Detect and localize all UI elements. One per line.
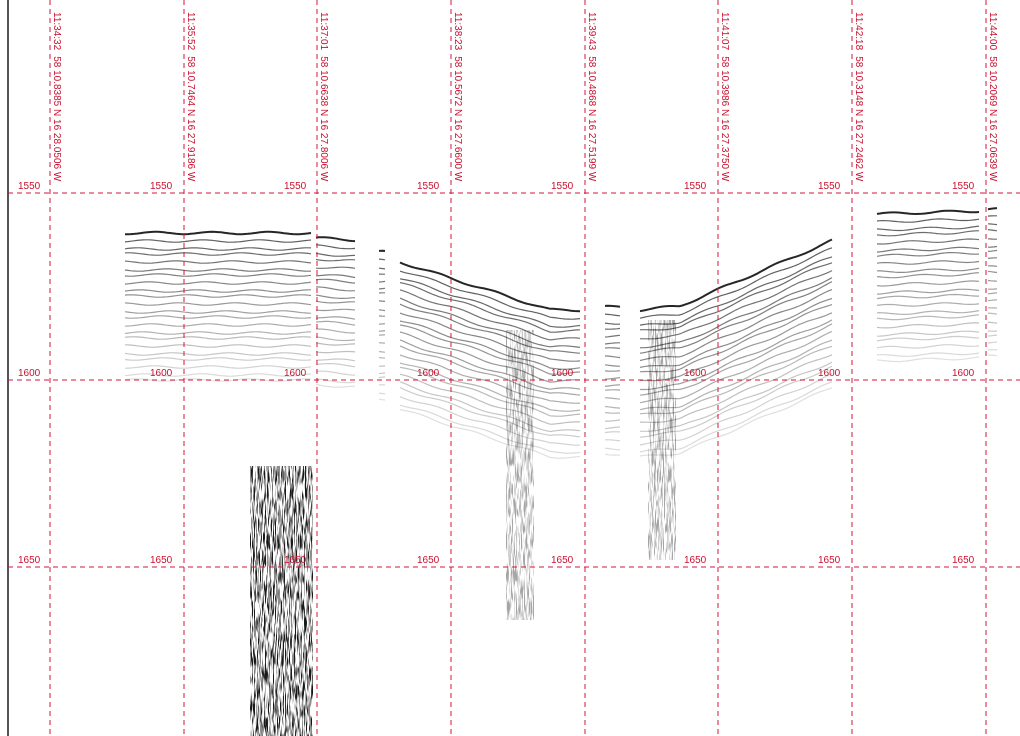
marker-position: 58 10.2069 N 16 27.0639 W — [987, 56, 998, 182]
reflector — [379, 281, 385, 282]
marker-position: 58 10.4868 N 16 27.5199 W — [586, 56, 597, 182]
marker-label: 11:35:52 58 10.7464 N 16 27.9186 W — [185, 12, 196, 182]
chimney — [648, 320, 676, 560]
marker-position: 58 10.3148 N 16 27.2462 W — [853, 56, 864, 182]
depth-label: 1550 — [818, 181, 841, 192]
reflector — [379, 324, 385, 325]
reflector — [379, 310, 385, 311]
depth-label: 1600 — [18, 368, 41, 379]
reflector — [379, 288, 385, 289]
reflector — [379, 377, 385, 378]
reflector — [379, 259, 385, 260]
reflector — [379, 399, 385, 400]
depth-label: 1600 — [150, 368, 173, 379]
marker-position: 58 10.5672 N 16 27.6600 W — [452, 56, 463, 182]
reflector — [379, 268, 385, 269]
depth-label: 1600 — [818, 368, 841, 379]
depth-label: 1650 — [551, 555, 574, 566]
reflector — [379, 352, 385, 353]
depth-label: 1600 — [417, 368, 440, 379]
depth-label: 1650 — [684, 555, 707, 566]
reflector — [988, 208, 997, 209]
reflector — [988, 224, 997, 225]
reflector — [605, 306, 620, 307]
depth-label: 1600 — [551, 368, 574, 379]
reflector — [379, 301, 385, 302]
depth-label: 1650 — [818, 555, 841, 566]
marker-time: 11:38:23 — [452, 12, 463, 51]
reflector — [379, 393, 385, 394]
depth-label: 1550 — [284, 181, 307, 192]
marker-time: 11:44:00 — [987, 12, 998, 51]
marker-position: 58 10.8385 N 16 28.0506 W — [51, 56, 62, 182]
depth-label: 1550 — [18, 181, 41, 192]
seismic-profile: 1550 1550 1550 1550 1550 1550 1550 1550 1600 1600… — [0, 0, 1020, 736]
depth-label: 1550 — [150, 181, 173, 192]
marker-position: 58 10.7464 N 16 27.9186 W — [185, 56, 196, 182]
depth-label: 1600 — [684, 368, 707, 379]
marker-label: 11:39:43 58 10.4868 N 16 27.5199 W — [586, 12, 597, 182]
reflector — [379, 358, 385, 359]
marker-label: 11:41:07 58 10.3986 N 16 27.3750 W — [719, 12, 730, 182]
depth-label: 1650 — [150, 555, 173, 566]
depth-label: 1550 — [684, 181, 707, 192]
reflector — [379, 373, 385, 374]
depth-label: 1650 — [952, 555, 975, 566]
depth-label: 1650 — [284, 555, 307, 566]
reflector — [988, 266, 997, 267]
reflector — [605, 348, 620, 349]
chimney — [506, 330, 534, 620]
marker-time: 11:34:32 — [51, 12, 62, 51]
reflector — [605, 371, 620, 372]
reflector — [988, 258, 997, 259]
marker-position: 58 10.6638 N 16 27.8006 W — [318, 56, 329, 182]
depth-label: 1550 — [952, 181, 975, 192]
marker-label: 11:38:23 58 10.5672 N 16 27.6600 W — [452, 12, 463, 182]
marker-time: 11:39:43 — [586, 12, 597, 51]
reflector — [988, 247, 997, 248]
marker-label: 11:37:01 58 10.6638 N 16 27.8006 W — [318, 12, 329, 182]
marker-label: 11:44:00 58 10.2069 N 16 27.0639 W — [987, 12, 998, 182]
depth-label: 1650 — [18, 555, 41, 566]
reflector — [988, 281, 997, 282]
depth-label: 1600 — [284, 368, 307, 379]
reflector — [605, 432, 620, 433]
marker-time: 11:42:18 — [853, 12, 864, 51]
marker-position: 58 10.3986 N 16 27.3750 W — [719, 56, 730, 182]
depth-label: 1550 — [417, 181, 440, 192]
marker-label: 11:34:32 58 10.8385 N 16 28.0506 W — [51, 12, 62, 182]
marker-time: 11:37:01 — [318, 12, 329, 51]
marker-label: 11:42:18 58 10.3148 N 16 27.2462 W — [853, 12, 864, 182]
reflector — [379, 331, 385, 332]
marker-time: 11:41:07 — [719, 12, 730, 51]
depth-label: 1550 — [551, 181, 574, 192]
depth-label: 1600 — [952, 368, 975, 379]
depth-label: 1650 — [417, 555, 440, 566]
marker-time: 11:35:52 — [185, 12, 196, 51]
reflector — [605, 413, 620, 414]
